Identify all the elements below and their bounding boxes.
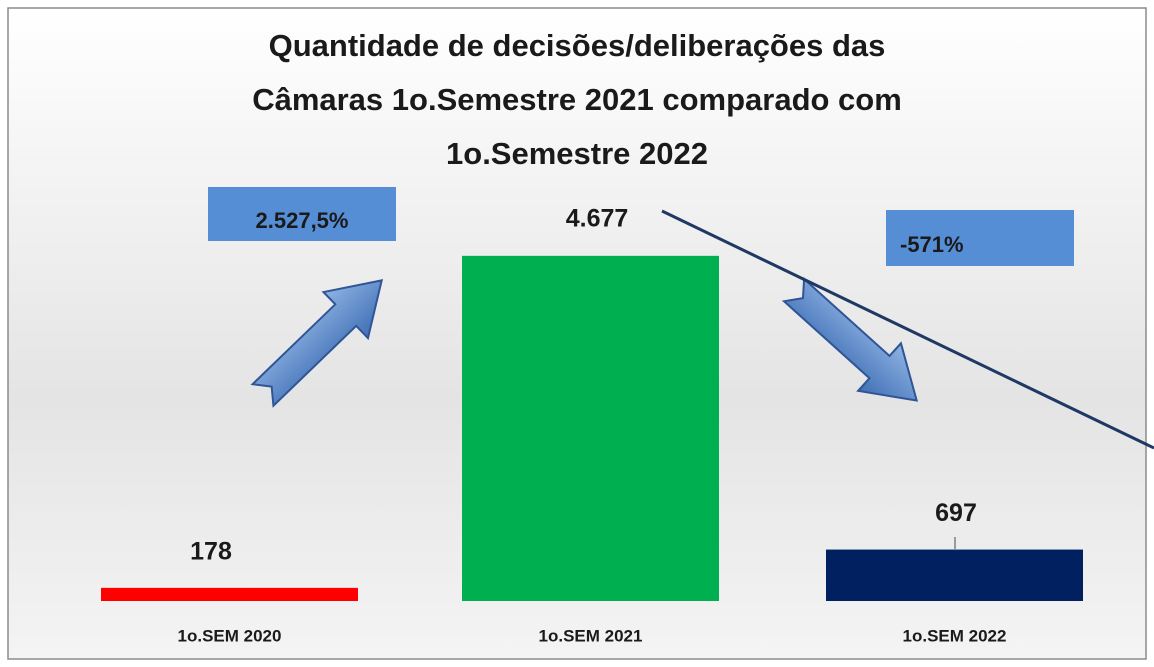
annotation-box [208,187,396,241]
x-tick-label: 1o.SEM 2022 [903,626,1007,645]
x-tick-label: 1o.SEM 2020 [178,626,282,645]
arrow-up [250,279,384,408]
trend-line [661,209,1154,450]
value-label: 697 [935,499,977,527]
x-tick-label: 1o.SEM 2021 [539,626,643,645]
value-label: 4.677 [566,204,629,232]
arrow-down [781,276,919,402]
chart-title: Câmaras 1o.Semestre 2021 comparado com [252,82,902,117]
annotation-box [886,210,1074,266]
bar [826,549,1083,601]
bar [101,587,358,601]
bar [462,255,719,601]
annotation: -571% [900,232,964,257]
annotation: 2.527,5% [256,208,349,233]
chart-title: Quantidade de decisões/deliberações das [269,28,886,63]
value-label: 178 [190,537,232,565]
chart-title: 1o.Semestre 2022 [446,136,708,171]
